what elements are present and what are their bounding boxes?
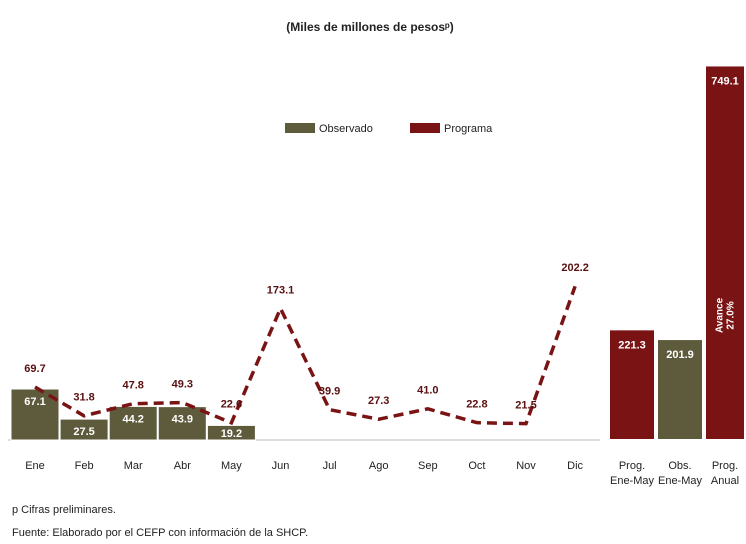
x-tick-label: Mar <box>124 460 143 472</box>
bar <box>704 64 746 441</box>
value-label: 47.8 <box>122 380 143 392</box>
x-tick-label: Anual <box>711 475 739 487</box>
x-tick-label: May <box>221 460 242 472</box>
x-tick-label: Oct <box>468 460 485 472</box>
x-tick-label: Prog. <box>619 460 645 472</box>
value-label: 221.3 <box>618 339 646 351</box>
x-tick-label: Ene-May <box>658 475 703 487</box>
value-label: 19.2 <box>221 428 242 440</box>
x-tick-label: Jul <box>323 460 337 472</box>
value-label: 49.3 <box>172 378 193 390</box>
bar <box>108 405 158 441</box>
x-tick-label: Abr <box>174 460 191 472</box>
x-tick-label: Feb <box>75 460 94 472</box>
line <box>34 285 577 426</box>
x-tick-label: Jun <box>272 460 290 472</box>
value-label: 202.2 <box>561 262 589 274</box>
value-label: 44.2 <box>122 413 143 425</box>
bar <box>608 328 656 442</box>
value-label: 173.1 <box>267 284 295 296</box>
value-label: 39.9 <box>319 386 340 398</box>
value-label: 41.0 <box>417 385 438 397</box>
bar <box>206 424 256 441</box>
value-label: 67.1 <box>24 396 45 408</box>
x-tick-label: Prog. <box>712 460 738 472</box>
x-tick-label: Nov <box>516 460 536 472</box>
legend-label: Programa <box>444 123 493 135</box>
value-label: 43.9 <box>172 414 193 426</box>
legend-label: Observado <box>319 123 373 135</box>
bar <box>656 338 704 441</box>
legend-swatch <box>410 123 440 133</box>
x-tick-label: Sep <box>418 460 438 472</box>
x-tick-label: Ago <box>369 460 389 472</box>
value-label: 21.5 <box>515 400 536 412</box>
chart-title: (Miles de millones de pesosᵖ) <box>286 20 453 34</box>
annotation: Avance <box>715 297 726 333</box>
legend-swatch <box>285 123 315 133</box>
footnote: p Cifras preliminares. <box>12 504 116 516</box>
value-label: 31.8 <box>73 392 94 404</box>
annotation: 27.0% <box>726 301 737 329</box>
value-label: 201.9 <box>666 349 694 361</box>
value-label: 22.6 <box>221 399 242 411</box>
value-label: 69.7 <box>24 363 45 375</box>
x-tick-label: Dic <box>567 460 583 472</box>
value-label: 27.3 <box>368 395 389 407</box>
footnote: Fuente: Elaborado por el CEFP con inform… <box>12 527 308 539</box>
value-label: 22.8 <box>466 399 487 411</box>
value-label: 27.5 <box>73 426 94 438</box>
bar <box>157 406 207 441</box>
x-tick-label: Ene-May <box>610 475 655 487</box>
bar <box>59 418 109 441</box>
value-label: 749.1 <box>711 75 739 87</box>
x-tick-label: Ene <box>25 460 45 472</box>
x-tick-label: Obs. <box>668 460 691 472</box>
